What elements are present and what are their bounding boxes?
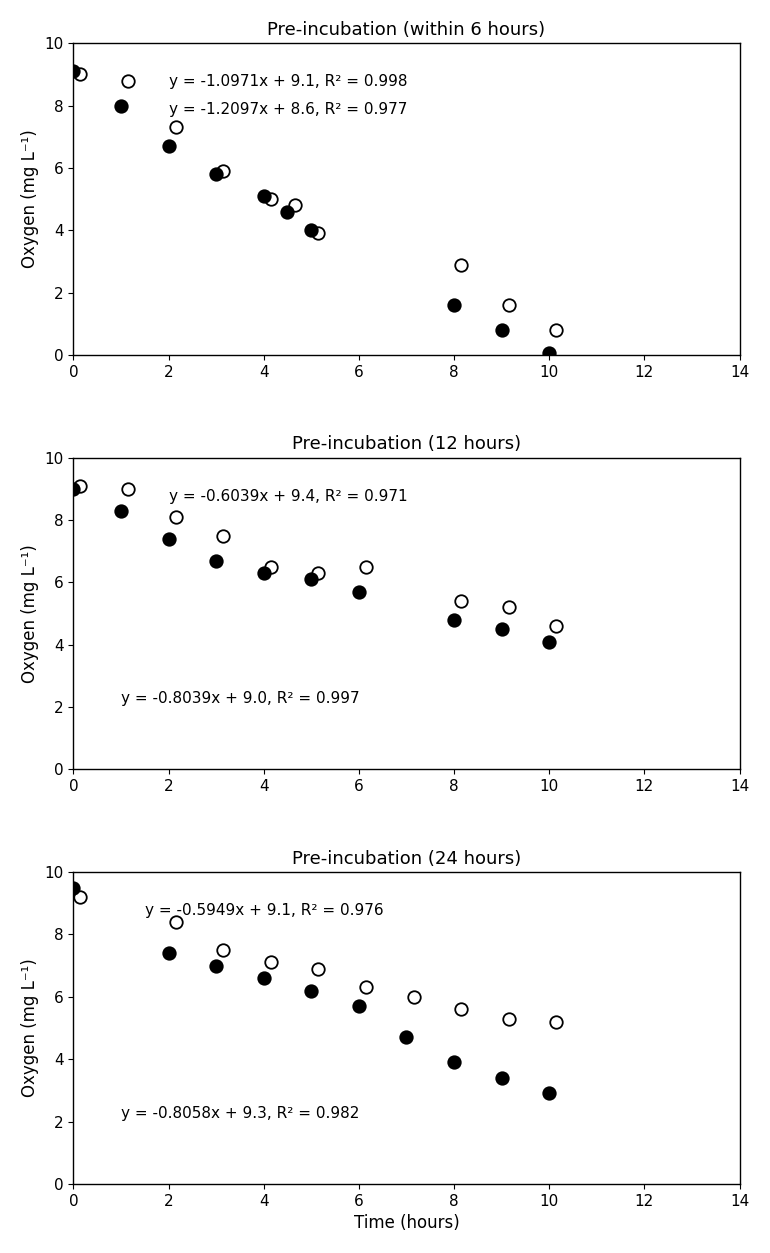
Title: Pre-incubation (within 6 hours): Pre-incubation (within 6 hours): [267, 21, 545, 39]
Text: y = -0.5949x + 9.1, R² = 0.976: y = -0.5949x + 9.1, R² = 0.976: [145, 903, 383, 918]
Title: Pre-incubation (12 hours): Pre-incubation (12 hours): [292, 435, 521, 454]
Text: y = -1.0971x + 9.1, R² = 0.998: y = -1.0971x + 9.1, R² = 0.998: [169, 74, 407, 89]
Text: y = -1.2097x + 8.6, R² = 0.977: y = -1.2097x + 8.6, R² = 0.977: [169, 103, 407, 118]
Text: y = -0.8039x + 9.0, R² = 0.997: y = -0.8039x + 9.0, R² = 0.997: [121, 692, 360, 707]
Y-axis label: Oxygen (mg L⁻¹): Oxygen (mg L⁻¹): [21, 959, 38, 1098]
Text: y = -0.6039x + 9.4, R² = 0.971: y = -0.6039x + 9.4, R² = 0.971: [169, 489, 407, 504]
Y-axis label: Oxygen (mg L⁻¹): Oxygen (mg L⁻¹): [21, 544, 38, 683]
Title: Pre-incubation (24 hours): Pre-incubation (24 hours): [292, 850, 521, 868]
Text: y = -0.8058x + 9.3, R² = 0.982: y = -0.8058x + 9.3, R² = 0.982: [121, 1106, 360, 1121]
X-axis label: Time (hours): Time (hours): [353, 1214, 460, 1232]
Y-axis label: Oxygen (mg L⁻¹): Oxygen (mg L⁻¹): [21, 130, 38, 268]
